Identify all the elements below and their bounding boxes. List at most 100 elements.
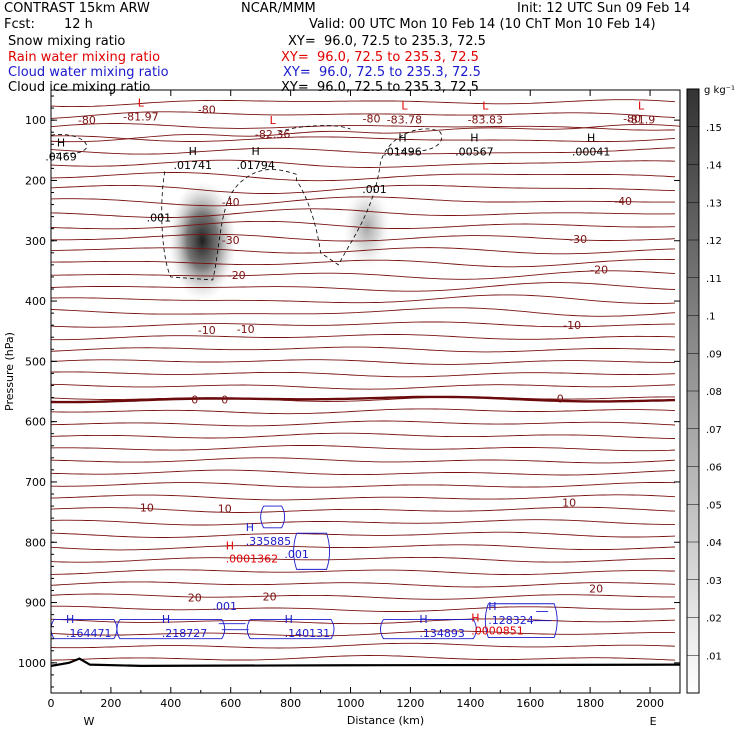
tropopause-line (51, 124, 680, 143)
cw-contour (293, 532, 331, 570)
isotherm-line (51, 294, 676, 304)
temp-extremum-value: -81.9 (627, 114, 655, 127)
temp-contour-label: 10 (140, 501, 154, 514)
ice-contour (161, 128, 443, 281)
isotherm-line (51, 593, 675, 600)
x-tick-label: 200 (100, 697, 121, 710)
rain-extremum-value: .0001362 (226, 552, 279, 565)
temp-extremum-kind: L (270, 114, 277, 127)
field-name-cloud-water: Cloud water mixing ratio (8, 65, 169, 80)
isotherm-line (51, 172, 676, 182)
colorbar-tick-label: .01 (706, 651, 722, 662)
ice-extremum-kind: H (189, 145, 197, 158)
temp-contour-label: -30 (222, 234, 240, 247)
temp-contour-label: 0 (557, 393, 564, 406)
colorbar-tick-label: .12 (706, 236, 722, 247)
cw-extremum-kind: H (285, 613, 293, 626)
isotherm-line (51, 147, 676, 155)
ice-contour-label: .001 (147, 211, 172, 224)
ice-extremum-value: .01741 (174, 159, 213, 172)
temp-contour-label: 20 (263, 591, 277, 604)
x-axis-title: Distance (km) (347, 714, 424, 727)
cw-inner (533, 611, 552, 622)
colorbar-tick-label: .08 (706, 387, 722, 398)
isotherm-line (51, 605, 676, 612)
isotherm-line (51, 135, 676, 143)
y-tick-label: 800 (25, 536, 46, 549)
temp-contour-label: -80 (198, 103, 216, 116)
ice-extremum-value: .00041 (572, 145, 611, 158)
zero-isotherm (51, 395, 676, 404)
isotherm-line (51, 359, 675, 365)
x-end-label-west: W (84, 715, 95, 728)
colorbar-tick-label: .1 (706, 312, 716, 323)
colorbar-tick-label: .04 (706, 538, 722, 549)
cw-extremum-value: .140131 (285, 627, 331, 640)
cw-contour (484, 603, 558, 638)
y-tick-label: 200 (25, 174, 46, 187)
isotherm-line (51, 334, 676, 341)
cw-extremum-kind: H (246, 521, 254, 534)
isotherm-line (51, 321, 675, 328)
rain-extremum-kind: H (226, 539, 234, 552)
colorbar-tick-label: .03 (706, 576, 722, 587)
colorbar-tick-label: .15 (706, 123, 722, 134)
isotherm-line (51, 432, 676, 439)
isotherm-line (51, 556, 675, 563)
ice-extremum-kind: H (252, 145, 260, 158)
isotherm-line (51, 247, 676, 255)
isotherm-line (51, 630, 675, 637)
y-axis-title: Pressure (hPa) (3, 332, 16, 411)
x-tick-label: 1800 (576, 697, 604, 710)
isotherm-line (51, 444, 676, 452)
temp-contour-label: 0 (221, 393, 228, 406)
temp-extremum-kind: L (638, 100, 645, 113)
isotherm-line (51, 159, 676, 168)
isotherm-line (51, 544, 676, 551)
isotherm-line (51, 618, 676, 625)
rain-extremum-value: .0000851 (471, 625, 524, 638)
field-xy-cloud-ice: XY= 96.0, 72.5 to 235.3, 72.5 (281, 80, 479, 95)
ice-extremum-value: .01496 (383, 145, 422, 158)
temp-extremum-value: -81.97 (123, 111, 158, 124)
temp-contour-label: -20 (590, 264, 608, 277)
ice-contour-edge (51, 134, 88, 155)
x-tick-label: 1000 (337, 697, 365, 710)
isotherm-line (51, 184, 676, 194)
fcst-label: Fcst: (4, 17, 35, 32)
temp-contour-label: 10 (218, 502, 232, 515)
temp-contour-label: -10 (563, 319, 581, 332)
field-name-snow: Snow mixing ratio (8, 34, 126, 49)
x-tick-label: 1600 (516, 697, 544, 710)
cw-extremum-kind: H (488, 600, 496, 613)
temp-contour-label: -10 (198, 324, 216, 337)
snow-max-0 (168, 180, 237, 301)
isotherm-line (51, 208, 676, 218)
isotherm-line (51, 196, 675, 207)
colorbar-tick-label: .11 (706, 274, 722, 285)
y-tick-label: 1000 (18, 657, 46, 670)
ice-extremum-value: .01794 (236, 159, 275, 172)
cw-contour-label: .001 (212, 600, 237, 613)
temp-extremum-kind: L (401, 100, 408, 113)
temp-contour-label: -40 (614, 195, 632, 208)
cw-extremum-value: .335885 (246, 535, 292, 548)
temp-contour-label: 20 (188, 592, 202, 605)
field-xy-rain: XY= 96.0, 72.5 to 235.3, 72.5 (281, 50, 479, 65)
colorbar-tick-label: .05 (706, 500, 722, 511)
temp-extremum-kind: L (482, 100, 489, 113)
isotherm-line (51, 282, 676, 292)
ice-extremum-kind: H (398, 131, 406, 144)
isotherm-line (51, 482, 676, 488)
cw-extremum-value: .128324 (488, 614, 534, 627)
isotherm-line (51, 111, 676, 119)
isotherm-line (51, 506, 676, 513)
isotherm-line (51, 371, 676, 378)
cw-contour (380, 618, 477, 640)
isotherm-line (51, 581, 676, 588)
cw-extremum-kind: H (419, 613, 427, 626)
x-tick-label: 800 (280, 697, 301, 710)
field-xy-snow: XY= 96.0, 72.5 to 235.3, 72.5 (288, 34, 486, 49)
isotherm-line (51, 655, 676, 661)
